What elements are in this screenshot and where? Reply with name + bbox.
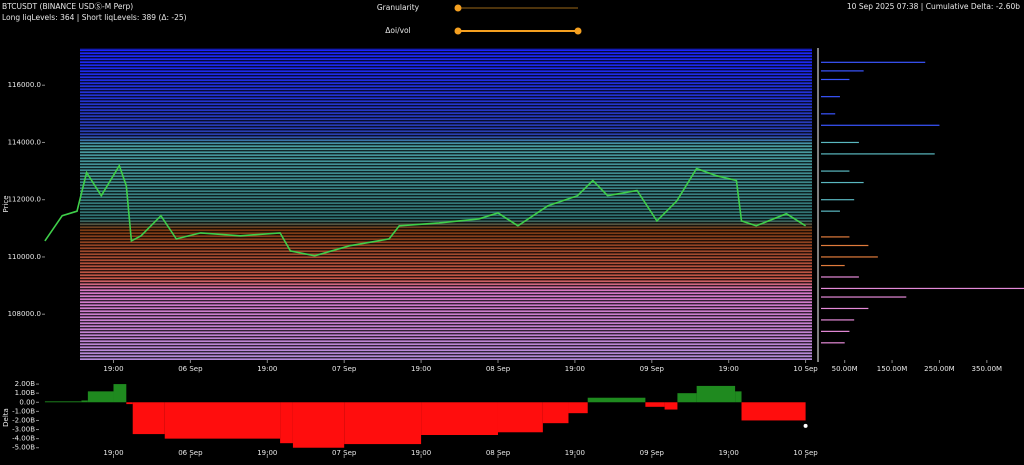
liq-bar: [821, 61, 926, 63]
x-tick-label: 07 Sep: [332, 449, 357, 457]
liq-bar: [821, 319, 855, 321]
x-tick-label: 09 Sep: [640, 365, 665, 373]
x-tick-label: 250.00M: [924, 365, 955, 373]
liq-bar: [821, 307, 869, 310]
delta-bar: [132, 402, 165, 435]
x-tick-label: 09 Sep: [640, 449, 665, 457]
delta-bar: [497, 402, 543, 433]
granularity-label: Granularity: [377, 3, 420, 12]
delta-bar: [164, 402, 281, 439]
liq-bar: [821, 210, 840, 212]
x-tick-label: 08 Sep: [486, 449, 511, 457]
liq-bar: [821, 244, 869, 247]
delta-bar: [292, 402, 345, 448]
delta-end: [803, 423, 808, 428]
liq-bar: [821, 181, 864, 184]
y-tick-label: 0.00: [19, 398, 35, 406]
x-tick-label: 19:00: [565, 449, 585, 457]
x-tick-label: 19:00: [411, 449, 431, 457]
liq-bar: [821, 153, 935, 155]
x-tick-label: 07 Sep: [332, 365, 357, 373]
granularity-knob[interactable]: [454, 4, 462, 12]
y-tick-label: -3.00B: [12, 426, 35, 434]
levels: Long liqLevels: 364 | Short liqLevels: 3…: [2, 13, 187, 22]
liq-bar: [821, 124, 940, 126]
x-tick-label: 19:00: [565, 365, 585, 373]
y-tick-label: -1.00B: [12, 407, 35, 415]
liq-bar: [821, 141, 859, 144]
y-tick-label: 112000.0: [8, 196, 41, 204]
x-tick-label: 19:00: [257, 365, 277, 373]
liq-bar: [821, 276, 859, 278]
y-tick-label: -5.00B: [12, 444, 35, 452]
oi-vol-knob[interactable]: [454, 27, 462, 35]
x-tick-label: 10 Sep: [793, 365, 818, 373]
y-tick-label: 108000.0: [8, 310, 41, 318]
delta-bar: [587, 397, 646, 403]
y-tick-label: 110000.0: [8, 253, 41, 261]
y-axis-label: Price: [2, 195, 10, 212]
y-tick-label: 2.00B: [15, 380, 36, 388]
liq-bar: [821, 170, 850, 172]
liq-bar: [821, 113, 836, 115]
delta-bar: [735, 391, 742, 403]
x-tick-label: 19:00: [103, 365, 123, 373]
liq-bar: [821, 287, 1024, 290]
x-tick-label: 06 Sep: [178, 449, 203, 457]
liq-bar: [821, 256, 878, 258]
y-axis-label: Delta: [2, 408, 10, 427]
x-tick-label: 19:00: [257, 449, 277, 457]
delta-bar: [87, 391, 114, 403]
delta-bar: [280, 402, 293, 444]
y-tick-label: 116000.0: [8, 81, 41, 89]
delta-bar: [568, 402, 588, 414]
y-tick-label: 114000.0: [8, 138, 41, 146]
liq-bar: [821, 236, 850, 238]
liq-stripes: [80, 48, 812, 360]
oi-vol-knob[interactable]: [574, 27, 582, 35]
liq-bar: [821, 70, 864, 72]
x-tick-label: 50.00M: [832, 365, 858, 373]
x-tick-label: 06 Sep: [178, 365, 203, 373]
symbol: BTCUSDT (BINANCE USDⓈ-M Perp): [2, 2, 133, 11]
delta-bar: [696, 385, 736, 403]
status: 10 Sep 2025 07:38 | Cumulative Delta: -2…: [847, 2, 1020, 11]
x-tick-label: 08 Sep: [486, 365, 511, 373]
oi-vol-label: Δoi/vol: [385, 26, 410, 35]
x-tick-label: 19:00: [719, 449, 739, 457]
delta-bar: [44, 401, 82, 403]
price-line: [44, 163, 807, 257]
liq-bar: [821, 330, 850, 332]
liq-bar: [821, 199, 855, 201]
delta-bar: [81, 400, 88, 403]
delta-bar: [677, 393, 697, 403]
x-tick-label: 350.00M: [972, 365, 1003, 373]
delta-bar: [126, 402, 133, 405]
x-tick-label: 19:00: [103, 449, 123, 457]
x-tick-label: 19:00: [719, 365, 739, 373]
delta-bar: [344, 402, 422, 445]
y-tick-label: -4.00B: [12, 435, 35, 443]
y-tick-label: -2.00B: [12, 416, 35, 424]
x-tick-label: 10 Sep: [793, 449, 818, 457]
liq-bar: [821, 342, 845, 344]
delta-bar: [542, 402, 569, 424]
liq-bar: [821, 78, 850, 81]
delta-bar: [741, 402, 806, 421]
delta-bar: [645, 402, 665, 407]
liq-bar: [821, 96, 840, 98]
delta-bar: [664, 402, 678, 410]
y-tick-label: 1.00B: [15, 389, 36, 397]
x-tick-label: 150.00M: [877, 365, 908, 373]
delta-bar: [113, 384, 127, 403]
liq-bar: [821, 296, 907, 298]
delta-bar: [421, 402, 498, 435]
x-tick-label: 19:00: [411, 365, 431, 373]
liq-bar: [821, 264, 845, 267]
